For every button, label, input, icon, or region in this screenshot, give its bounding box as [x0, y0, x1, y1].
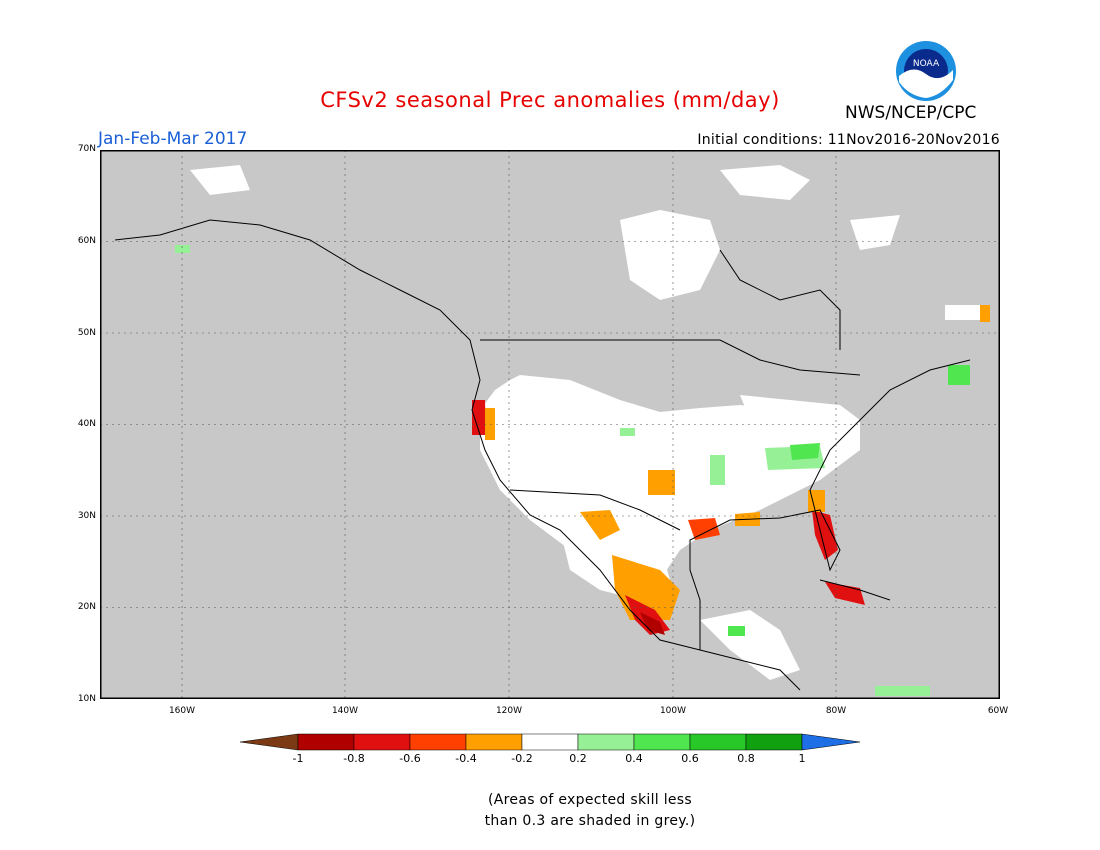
orange-region-georgia: [808, 490, 825, 512]
colorbar-swatch: [633, 733, 691, 751]
skill-note: (Areas of expected skill less than 0.3 a…: [440, 790, 740, 832]
white-region-hudson: [720, 165, 810, 200]
red-region-cuba: [825, 582, 865, 605]
lat-label: 60N: [77, 236, 96, 246]
green-region-alaska: [175, 245, 190, 253]
positive-anomaly-regions: [175, 245, 970, 696]
lat-label: 10N: [77, 694, 96, 704]
skill-note-line-1: (Areas of expected skill less: [488, 792, 692, 808]
coastline-hudson-bay: [719, 249, 841, 350]
lon-label: 160W: [168, 706, 196, 716]
colorbar-tick-label: -1: [292, 752, 304, 765]
coastlines: [114, 219, 971, 691]
colorbar-tick-label: -0.2: [511, 752, 533, 765]
green-region-new-england: [948, 365, 970, 385]
green-region-colorado: [620, 428, 635, 436]
border-us-canada: [480, 339, 861, 376]
colorbar-swatch: [465, 733, 523, 751]
colorbar-tick-label: -0.6: [399, 752, 421, 765]
colorbar-tick-label: 0.2: [569, 752, 587, 765]
white-region-central-america: [700, 610, 800, 680]
colorbar-swatch: [577, 733, 635, 751]
coastline-central-america: [699, 649, 801, 691]
orange-region-gulf-coast: [688, 518, 720, 540]
colorbar-swatch: [745, 733, 803, 751]
green-region-tennessee: [790, 443, 820, 460]
precip-anomaly-map: [100, 150, 1000, 699]
colorbar-tick-label: 1: [798, 752, 806, 765]
white-region-great-lakes: [740, 395, 860, 440]
map-frame: [100, 150, 1000, 699]
noaa-logo: NOAA: [896, 41, 956, 101]
colorbar: [240, 733, 860, 751]
colorbar-swatch: [353, 733, 411, 751]
colorbar-swatch: [521, 733, 579, 751]
white-region-newfoundland: [945, 305, 985, 320]
gridlines: [100, 150, 1000, 699]
orange-region-baja: [580, 510, 620, 540]
white-region-arctic: [190, 165, 250, 195]
colorbar-arrow-high: [801, 733, 860, 751]
season-label: Jan-Feb-Mar 2017: [98, 129, 248, 149]
darkred-region-mexico: [640, 612, 665, 635]
white-region-east-canada: [620, 210, 720, 300]
lat-label: 40N: [77, 419, 96, 429]
colorbar-tick-label: 0.6: [681, 752, 699, 765]
red-region-california: [472, 400, 486, 435]
green-region-mississippi: [710, 455, 725, 485]
coastline-gulf: [689, 359, 971, 650]
colorbar-swatch: [409, 733, 467, 751]
lat-label: 20N: [77, 602, 96, 612]
lon-label: 60W: [987, 706, 1009, 716]
lat-label: 50N: [77, 328, 96, 338]
colorbar-tick-label: 0.8: [737, 752, 755, 765]
colorbar-swatch: [689, 733, 747, 751]
lat-label: 30N: [77, 511, 96, 521]
noaa-logo-text: NOAA: [913, 59, 940, 69]
green-region-central-america: [728, 626, 745, 636]
skill-note-line-2: than 0.3 are shaded in grey.): [484, 813, 696, 829]
colorbar-swatch: [297, 733, 355, 751]
lon-label: 100W: [659, 706, 687, 716]
green-region-caribbean: [875, 686, 930, 696]
initial-conditions-label: Initial conditions: 11Nov2016-20Nov2016: [697, 132, 1000, 148]
chart-title: CFSv2 seasonal Prec anomalies (mm/day): [320, 88, 780, 112]
colorbar-arrow-low: [240, 733, 299, 751]
lon-label: 140W: [331, 706, 359, 716]
lat-label: 70N: [77, 144, 96, 154]
orange-region-texas: [648, 470, 675, 495]
colorbar-tick-label: -0.8: [343, 752, 365, 765]
coastline-caribbean: [819, 579, 891, 601]
center-name: NWS/NCEP/CPC: [845, 103, 977, 123]
lon-label: 120W: [495, 706, 523, 716]
orange-region-nova-scotia: [980, 305, 990, 322]
coastline-alaska: [114, 219, 481, 411]
colorbar-tick-label: -0.4: [455, 752, 477, 765]
coastline-pacific: [471, 409, 701, 651]
lon-label: 80W: [825, 706, 847, 716]
orange-region-california: [485, 408, 495, 440]
colorbar-tick-label: 0.4: [625, 752, 643, 765]
border-us-mexico: [509, 489, 681, 531]
